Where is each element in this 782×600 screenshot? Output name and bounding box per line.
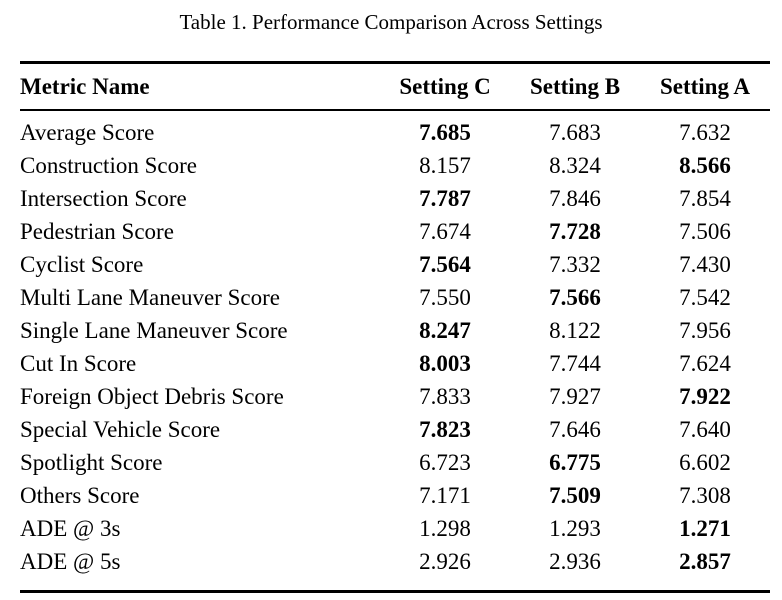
table-row: ADE @ 5s 2.926 2.936 2.857 <box>20 545 770 592</box>
value-cell: 8.324 <box>549 153 601 178</box>
value-cell: 7.922 <box>679 384 731 409</box>
table-row: Intersection Score 7.787 7.846 7.854 <box>20 182 770 215</box>
value-cell: 7.564 <box>419 252 471 277</box>
value-cell: 7.744 <box>549 351 601 376</box>
table-row: Others Score 7.171 7.509 7.308 <box>20 479 770 512</box>
value-cell: 7.624 <box>679 351 731 376</box>
value-cell: 2.926 <box>419 549 471 574</box>
metric-name-cell: Cyclist Score <box>20 252 144 277</box>
value-cell: 8.157 <box>419 153 471 178</box>
value-cell: 7.833 <box>419 384 471 409</box>
value-cell: 7.171 <box>419 483 471 508</box>
value-cell: 7.542 <box>679 285 731 310</box>
table-row: Single Lane Maneuver Score 8.247 8.122 7.95… <box>20 314 770 347</box>
metric-name-cell: Special Vehicle Score <box>20 417 221 442</box>
metric-name-cell: Construction Score <box>20 153 197 178</box>
value-cell: 7.506 <box>679 219 731 244</box>
value-cell: 7.640 <box>679 417 731 442</box>
value-cell: 1.293 <box>549 516 601 541</box>
table-row: Cut In Score 8.003 7.744 7.624 <box>20 347 770 380</box>
value-cell: 7.332 <box>549 252 601 277</box>
column-header-setting-c: Setting C <box>380 62 510 111</box>
table-row: Multi Lane Maneuver Score 7.550 7.566 7.542 <box>20 281 770 314</box>
table-caption: Table 1. Performance Comparison Across S… <box>179 10 603 34</box>
value-cell: 2.857 <box>679 549 731 574</box>
value-cell: 7.854 <box>679 186 731 211</box>
value-cell: 7.956 <box>679 318 731 343</box>
value-cell: 7.823 <box>419 417 471 442</box>
metric-name-cell: ADE @ 5s <box>20 549 121 574</box>
value-cell: 7.846 <box>549 186 601 211</box>
metric-name-cell: Spotlight Score <box>20 450 163 475</box>
value-cell: 7.550 <box>419 285 471 310</box>
value-cell: 2.936 <box>549 549 601 574</box>
table-row: Special Vehicle Score 7.823 7.646 7.640 <box>20 413 770 446</box>
value-cell: 7.674 <box>419 219 471 244</box>
value-cell: 8.247 <box>419 318 471 343</box>
column-header-metric-name: Metric Name <box>20 62 380 111</box>
metric-name-cell: Others Score <box>20 483 140 508</box>
metric-name-cell: Multi Lane Maneuver Score <box>20 285 280 310</box>
value-cell: 7.509 <box>549 483 601 508</box>
metric-name-cell: Intersection Score <box>20 186 187 211</box>
value-cell: 6.602 <box>679 450 731 475</box>
value-cell: 8.566 <box>679 153 731 178</box>
metric-name-cell: Pedestrian Score <box>20 219 174 244</box>
value-cell: 7.646 <box>549 417 601 442</box>
value-cell: 6.723 <box>419 450 471 475</box>
value-cell: 7.927 <box>549 384 601 409</box>
value-cell: 7.430 <box>679 252 731 277</box>
value-cell: 7.566 <box>549 285 601 310</box>
table-row: Construction Score 8.157 8.324 8.566 <box>20 149 770 182</box>
value-cell: 6.775 <box>549 450 601 475</box>
value-cell: 1.298 <box>419 516 471 541</box>
header-row: Metric Name Setting C Setting B Setting … <box>20 62 770 111</box>
metric-name-cell: ADE @ 3s <box>20 516 121 541</box>
metric-name-cell: Cut In Score <box>20 351 137 376</box>
performance-table: Metric Name Setting C Setting B Setting … <box>20 61 770 593</box>
value-cell: 1.271 <box>679 516 731 541</box>
value-cell: 7.728 <box>549 219 601 244</box>
table-row: ADE @ 3s 1.298 1.293 1.271 <box>20 512 770 545</box>
table-body: Average Score 7.685 7.683 7.632 Construction… <box>20 110 770 592</box>
table-row: Pedestrian Score 7.674 7.728 7.506 <box>20 215 770 248</box>
table-row: Average Score 7.685 7.683 7.632 <box>20 110 770 149</box>
table-row: Foreign Object Debris Score 7.833 7.927 7.9… <box>20 380 770 413</box>
value-cell: 7.308 <box>679 483 731 508</box>
metric-name-cell: Single Lane Maneuver Score <box>20 318 288 343</box>
table-row: Cyclist Score 7.564 7.332 7.430 <box>20 248 770 281</box>
value-cell: 7.632 <box>679 120 731 145</box>
metric-name-cell: Foreign Object Debris Score <box>20 384 284 409</box>
column-header-setting-b: Setting B <box>510 62 640 111</box>
metric-name-cell: Average Score <box>20 120 155 145</box>
value-cell: 8.122 <box>549 318 601 343</box>
value-cell: 7.787 <box>419 186 471 211</box>
column-header-setting-a: Setting A <box>640 62 770 111</box>
value-cell: 8.003 <box>419 351 471 376</box>
table-row: Spotlight Score 6.723 6.775 6.602 <box>20 446 770 479</box>
table-header: Metric Name Setting C Setting B Setting … <box>20 62 770 111</box>
value-cell: 7.685 <box>419 120 471 145</box>
value-cell: 7.683 <box>549 120 601 145</box>
